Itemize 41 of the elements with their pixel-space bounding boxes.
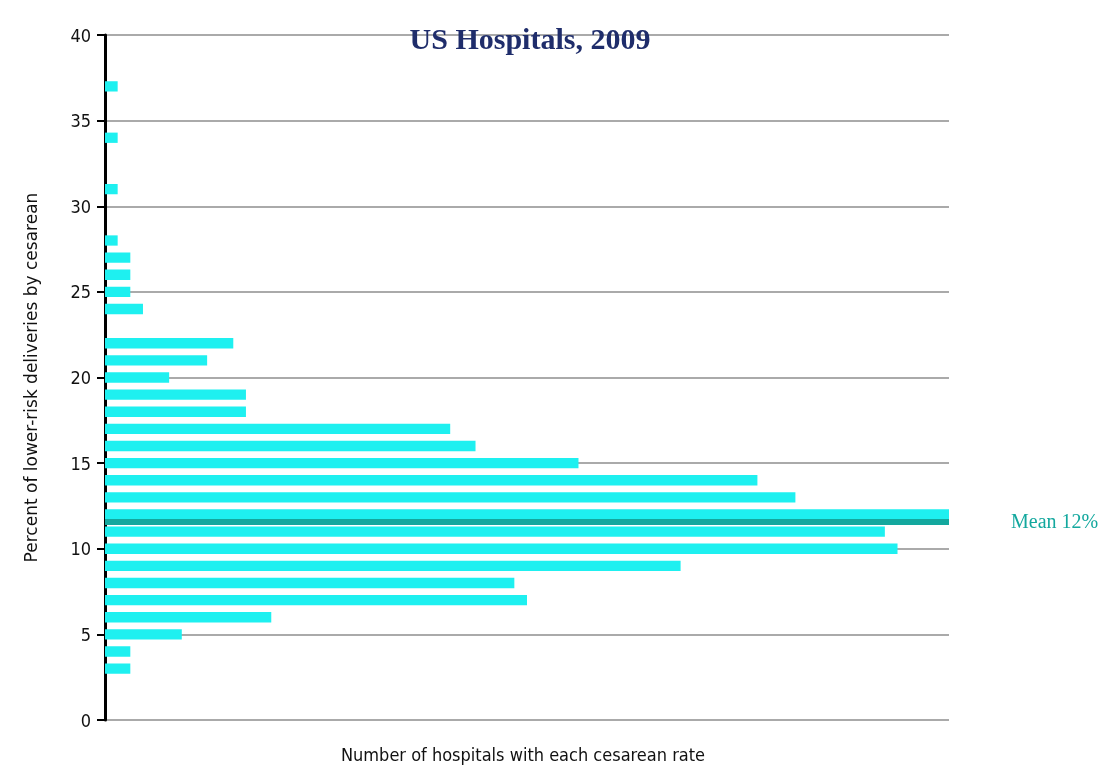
y-axis-title: Percent of lower-risk deliveries by cesarean — [20, 192, 41, 563]
y-tick-label: 5 — [80, 623, 91, 645]
bar — [105, 235, 118, 246]
bar — [105, 492, 796, 503]
bar — [105, 303, 143, 315]
bar — [105, 509, 949, 520]
chart-title: US Hospitals, 2009 — [409, 21, 651, 55]
y-tick-label: 40 — [70, 24, 91, 46]
x-axis-title: Number of hospitals with each cesarean rate — [340, 743, 706, 765]
bar — [105, 440, 476, 452]
bar — [105, 389, 246, 400]
bar — [105, 560, 681, 572]
bar — [105, 577, 515, 589]
ref-line-label: Mean 12% — [1011, 510, 1099, 533]
y-tick-label: 35 — [70, 110, 91, 132]
bar — [105, 286, 131, 298]
y-tick-label: 15 — [70, 452, 91, 474]
bar — [105, 338, 234, 349]
bar — [105, 594, 527, 606]
bar — [105, 355, 208, 366]
y-tick-label: 0 — [80, 709, 91, 731]
bar — [105, 132, 118, 143]
bar — [105, 183, 118, 195]
y-tick-label: 10 — [70, 538, 91, 560]
bar — [105, 526, 885, 537]
bar — [105, 269, 131, 280]
bar — [105, 457, 579, 469]
bar — [105, 475, 758, 486]
bar — [105, 252, 131, 263]
bar — [105, 406, 246, 417]
bar — [105, 612, 272, 623]
y-tick-label: 20 — [70, 367, 91, 388]
bar — [105, 543, 898, 554]
bar — [105, 629, 182, 640]
bar — [105, 372, 170, 383]
bar — [105, 423, 451, 435]
y-tick-label: 25 — [70, 281, 91, 303]
bar — [105, 663, 131, 674]
y-tick-label: 30 — [70, 195, 91, 217]
bar — [105, 81, 118, 92]
bar — [105, 646, 131, 657]
